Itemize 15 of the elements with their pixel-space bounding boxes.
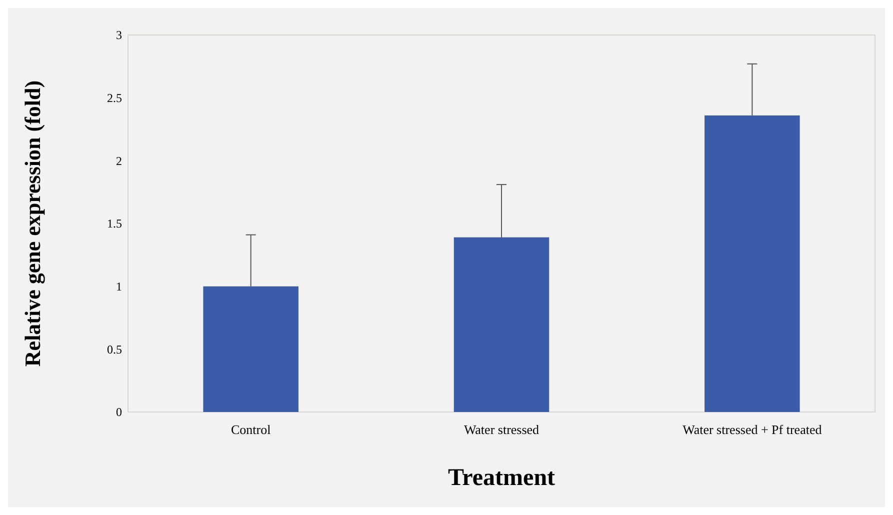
x-axis-title: Treatment [448, 465, 556, 491]
x-tick-label: Water stressed + Pf treated [682, 422, 822, 437]
y-tick-label: 1.5 [107, 216, 122, 231]
y-tick-label: 1 [116, 280, 122, 294]
y-tick-label: 2.5 [107, 91, 122, 106]
x-tick-label: Water stressed [464, 422, 540, 437]
bar [203, 286, 298, 412]
y-tick-label: 3 [116, 28, 122, 42]
bar [704, 115, 800, 412]
x-tick-label: Control [230, 422, 272, 437]
y-tick-label: 0.5 [107, 342, 122, 356]
y-tick-label: 0 [116, 405, 122, 420]
y-tick-label: 2 [116, 154, 122, 168]
bar [454, 237, 550, 412]
y-axis-title: Relative gene expression (fold) [20, 80, 45, 367]
